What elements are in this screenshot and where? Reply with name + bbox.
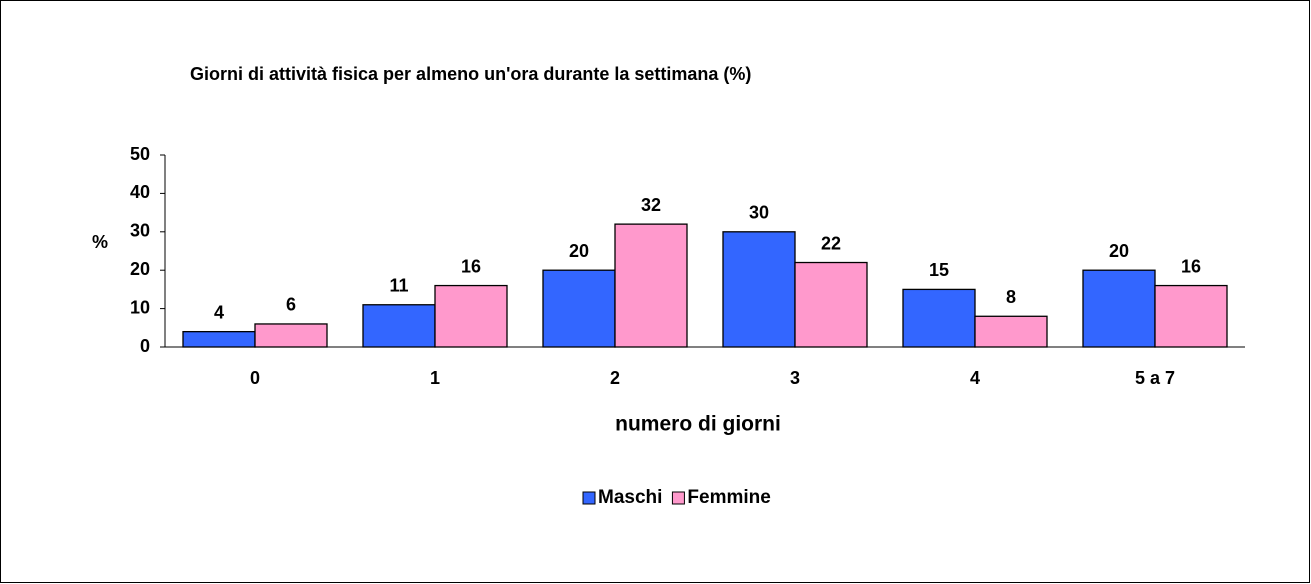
x-tick-label: 4 bbox=[970, 368, 980, 388]
bar bbox=[182, 330, 256, 348]
data-label: 6 bbox=[286, 295, 296, 315]
x-tick-label: 0 bbox=[250, 368, 260, 388]
bar bbox=[902, 288, 976, 348]
x-tick-label: 3 bbox=[790, 368, 800, 388]
x-tick-label: 2 bbox=[610, 368, 620, 388]
data-label: 32 bbox=[641, 195, 661, 215]
x-tick-label: 1 bbox=[430, 368, 440, 388]
bar bbox=[722, 231, 796, 348]
bar bbox=[362, 304, 436, 348]
bar bbox=[614, 223, 688, 348]
y-tick-label: 50 bbox=[130, 144, 150, 164]
data-label: 20 bbox=[569, 241, 589, 261]
y-tick-label: 0 bbox=[140, 336, 150, 356]
bar bbox=[974, 315, 1048, 348]
bar bbox=[1154, 284, 1228, 348]
legend-label: Femmine bbox=[687, 487, 770, 508]
data-label: 20 bbox=[1109, 241, 1129, 261]
bar bbox=[542, 269, 616, 348]
data-label: 16 bbox=[461, 256, 481, 276]
data-label: 16 bbox=[1181, 256, 1201, 276]
y-tick-label: 10 bbox=[130, 297, 150, 317]
y-axis-label: % bbox=[92, 232, 108, 252]
data-label: 15 bbox=[929, 260, 949, 280]
bar bbox=[794, 261, 868, 348]
bar bbox=[254, 323, 328, 348]
data-label: 22 bbox=[821, 233, 841, 253]
legend-swatch bbox=[582, 491, 596, 505]
bar bbox=[1082, 269, 1156, 348]
data-label: 4 bbox=[214, 302, 224, 322]
legend-label: Maschi bbox=[598, 487, 662, 508]
data-label: 30 bbox=[749, 203, 769, 223]
y-tick-label: 30 bbox=[130, 221, 150, 241]
legend-swatch bbox=[671, 491, 685, 505]
bar bbox=[434, 284, 508, 348]
y-tick-label: 20 bbox=[130, 259, 150, 279]
chart-title: Giorni di attività fisica per almeno un'… bbox=[190, 64, 751, 84]
data-label: 11 bbox=[389, 276, 408, 296]
y-tick-label: 40 bbox=[130, 182, 150, 202]
x-tick-label: 5 a 7 bbox=[1135, 368, 1175, 388]
data-label: 8 bbox=[1006, 287, 1016, 307]
x-axis-label: numero di giorni bbox=[615, 413, 781, 436]
